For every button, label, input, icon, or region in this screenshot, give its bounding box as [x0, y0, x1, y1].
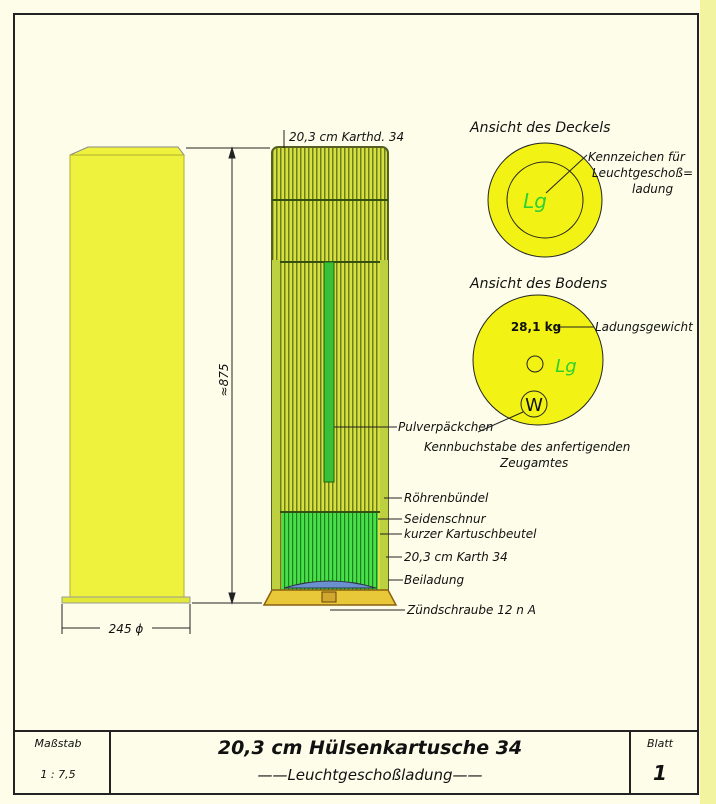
- sheet-value: 1: [653, 761, 667, 785]
- sheet-label: Blatt: [647, 737, 674, 750]
- base-weight-label: Ladungsgewicht: [595, 320, 694, 334]
- callout-karth: 20,3 cm Karth 34: [404, 550, 508, 564]
- height-dim-label: ≈875: [217, 364, 231, 397]
- callout-seidenschnur: Seidenschnur: [404, 512, 487, 526]
- maker-note-line2: Zeugamtes: [499, 456, 568, 470]
- lid-view-circle: [487, 142, 603, 258]
- callout-beiladung: Beiladung: [404, 573, 464, 587]
- paper-edge: [700, 0, 716, 804]
- maker-letter: W: [525, 395, 543, 416]
- callout-kartuschbeutel: kurzer Kartuschbeutel: [404, 527, 537, 541]
- callout-pulverpaeckchen: Pulverpäckchen: [398, 420, 493, 434]
- cartridge-exterior: [61, 146, 191, 604]
- lid-view-title: Ansicht des Deckels: [469, 120, 610, 136]
- scale-value: 1 : 7,5: [40, 768, 75, 781]
- callout-zuendschraube: Zündschraube 12 n A: [406, 603, 536, 617]
- cartridge-label: 20,3 cm Karthd. 34: [289, 130, 404, 144]
- base-view-circle: [472, 294, 604, 433]
- base-weight: 28,1 kg: [511, 320, 561, 334]
- width-dim-label: 245 ϕ: [109, 622, 144, 636]
- base-view-title: Ansicht des Bodens: [469, 276, 607, 292]
- title-block: [13, 730, 699, 795]
- base-mark: Lg: [555, 356, 576, 377]
- lid-note-line1: Kennzeichen für: [588, 150, 686, 164]
- maker-note-line1: Kennbuchstabe des anfertigenden: [424, 440, 630, 454]
- callout-lines: [330, 426, 405, 611]
- lid-mark: Lg: [523, 189, 547, 213]
- lid-note-line2: Leuchtgeschoß=: [592, 166, 693, 180]
- scale-label: Maßstab: [35, 737, 82, 750]
- drawing-subtitle: ——Leuchtgeschoßladung——: [257, 766, 482, 784]
- lid-note-line3: ladung: [632, 182, 674, 196]
- callout-roehrenbuendel: Röhrenbündel: [404, 491, 489, 505]
- cartridge-section: [262, 146, 398, 606]
- height-dimension: [186, 146, 270, 605]
- drawing-title: 20,3 cm Hülsenkartusche 34: [218, 737, 522, 759]
